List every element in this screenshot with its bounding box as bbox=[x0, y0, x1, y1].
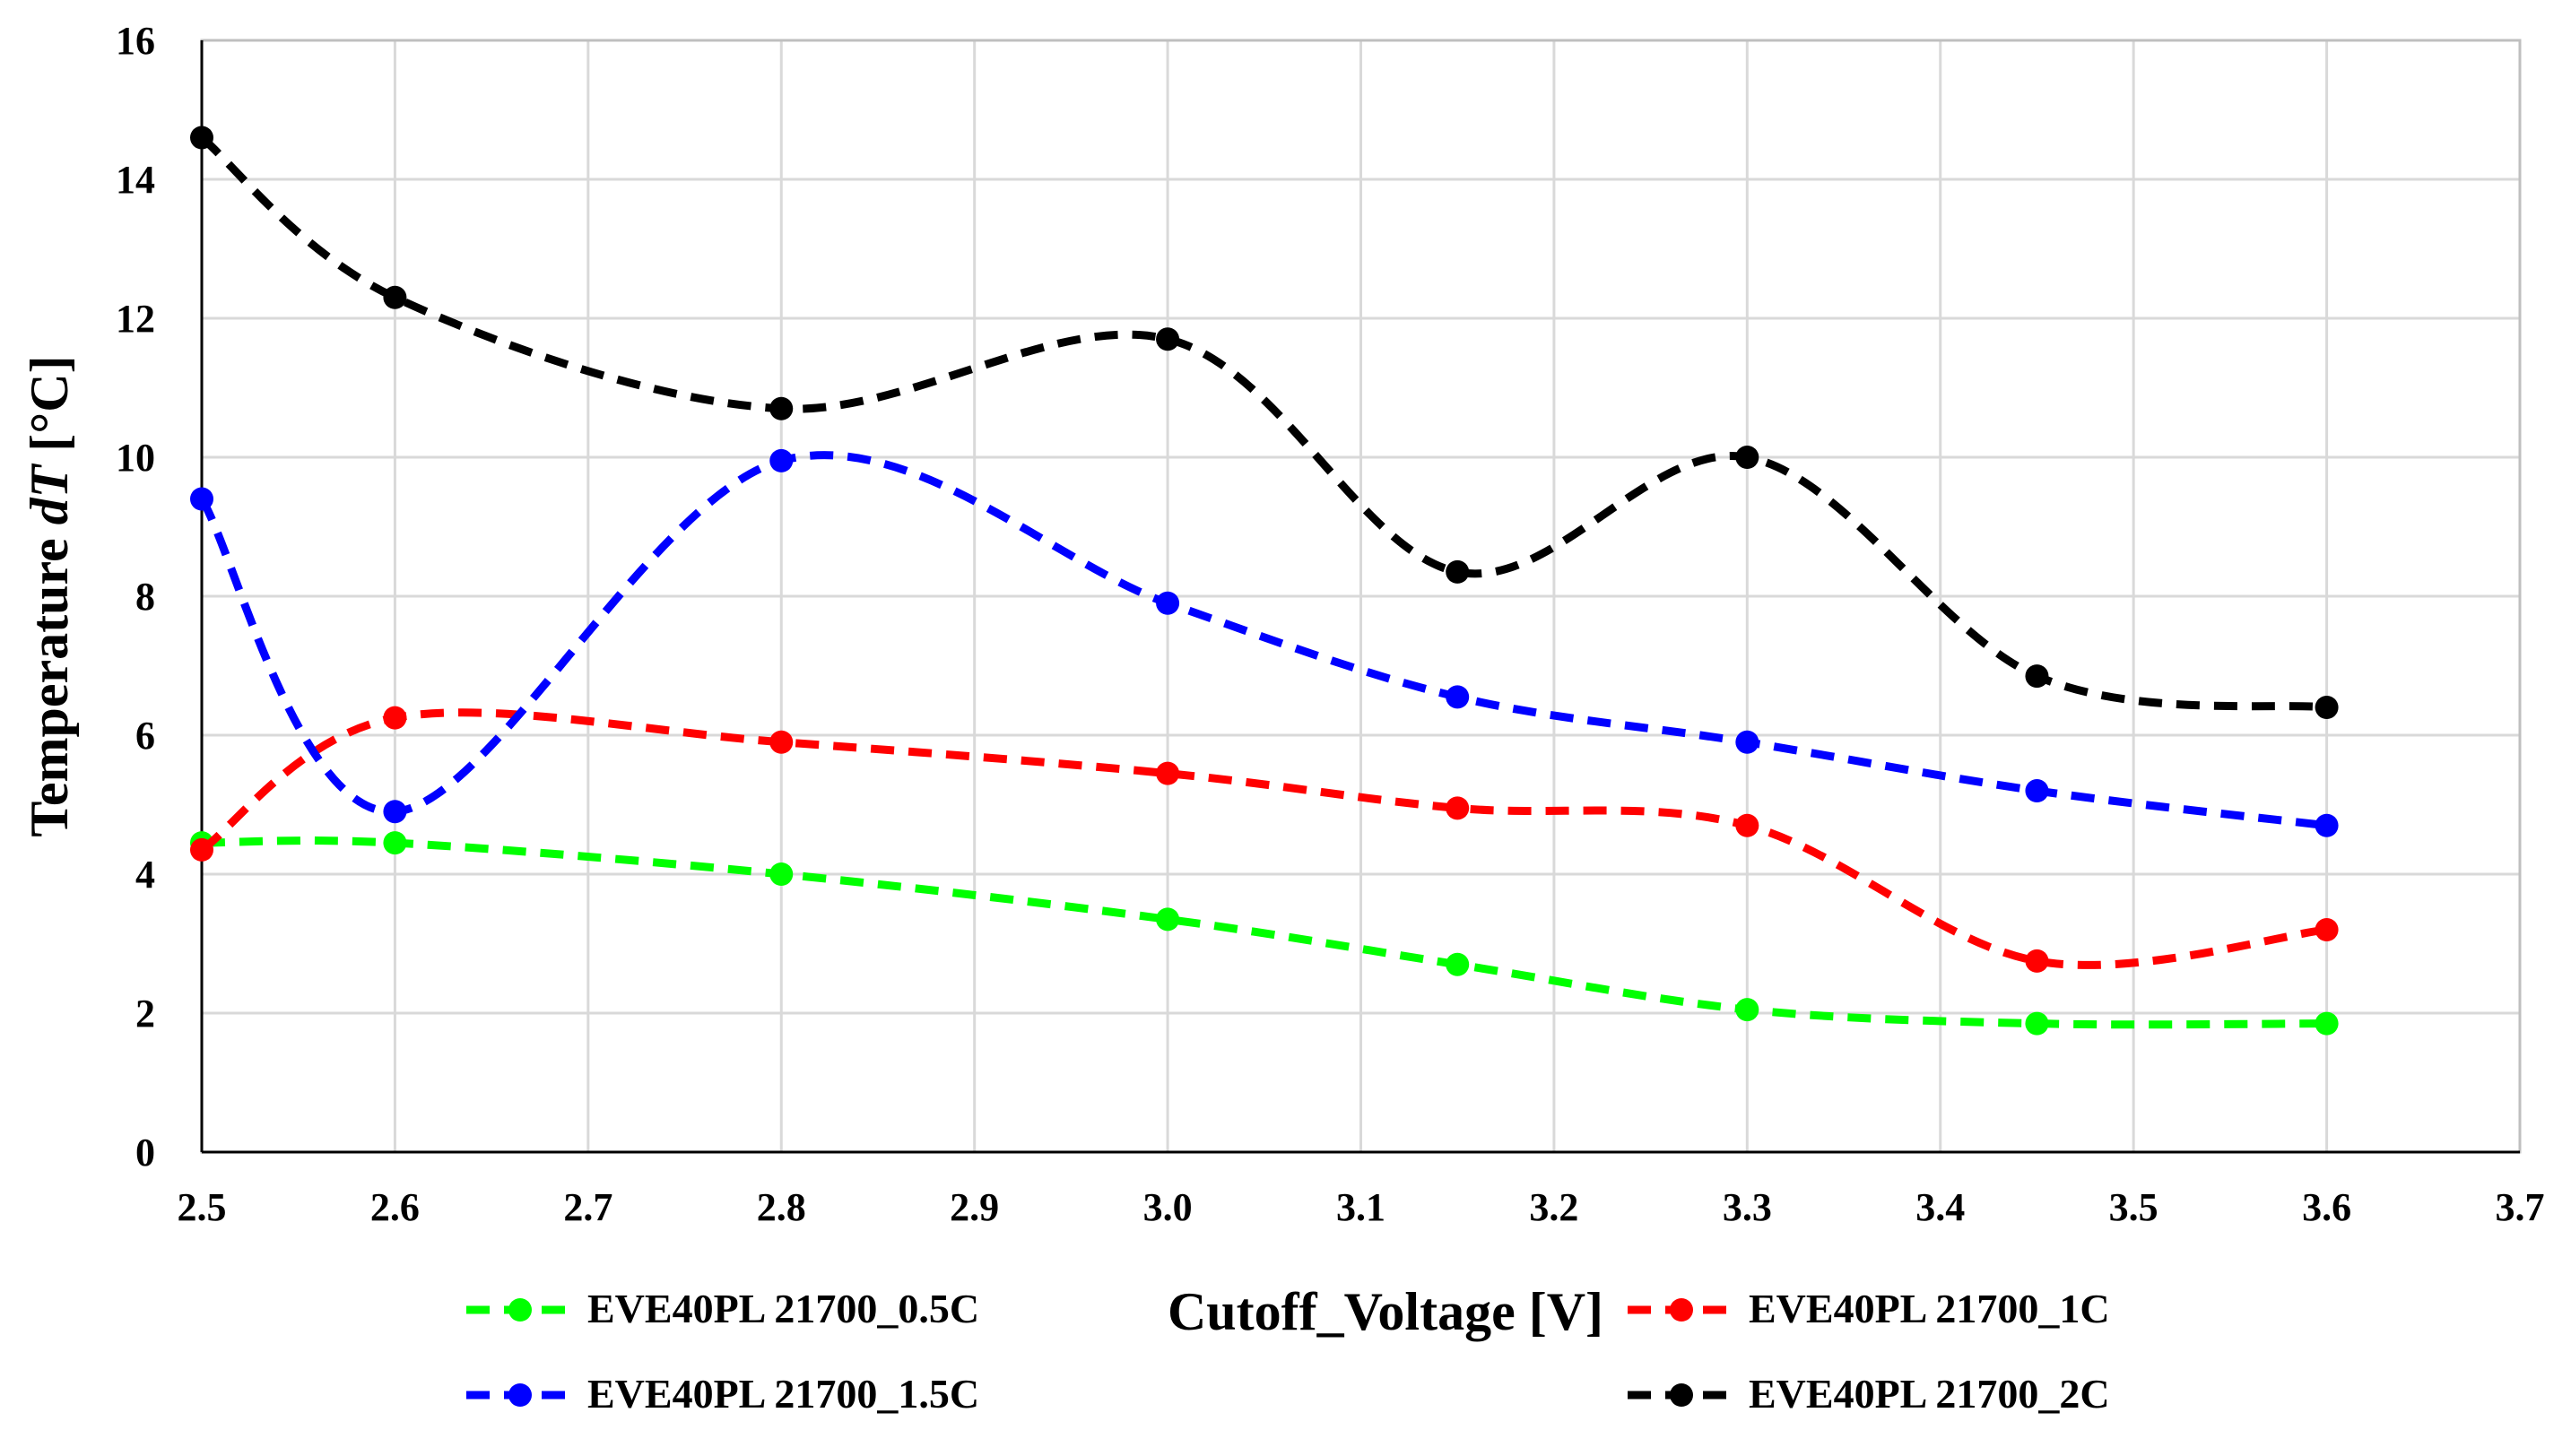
data-point bbox=[1735, 730, 1759, 754]
y-tick-labels: 0 2 4 6 8 10 12 14 16 bbox=[116, 19, 155, 1174]
series-layer bbox=[190, 126, 2339, 1036]
legend-label: EVE40PL 21700_1C bbox=[1749, 1286, 2110, 1331]
data-point bbox=[190, 837, 213, 862]
data-point bbox=[383, 285, 407, 309]
data-point bbox=[190, 126, 213, 150]
series-line bbox=[198, 451, 2328, 830]
legend-label: EVE40PL 21700_0.5C bbox=[587, 1286, 979, 1331]
y-tick-label: 0 bbox=[135, 1131, 155, 1174]
legend-label: EVE40PL 21700_2C bbox=[1749, 1371, 2110, 1417]
x-tick-label: 2.9 bbox=[950, 1185, 999, 1229]
data-point bbox=[769, 448, 794, 472]
data-point bbox=[1735, 446, 1759, 469]
data-point bbox=[2025, 664, 2049, 689]
legend-entry: EVE40PL 21700_2C bbox=[1628, 1371, 2110, 1417]
data-point bbox=[1446, 685, 1470, 709]
x-tick-label: 2.7 bbox=[563, 1185, 612, 1229]
legend-entry: EVE40PL 21700_0.5C bbox=[466, 1286, 979, 1331]
data-point bbox=[2025, 1011, 2049, 1036]
x-tick-labels: 2.5 2.6 2.7 2.8 2.9 3.0 3.1 3.2 3.3 3.4 3.5 3.6 3.7 bbox=[178, 1185, 2545, 1229]
x-tick-label: 3.4 bbox=[1915, 1185, 1965, 1229]
legend-label: EVE40PL 21700_1.5C bbox=[587, 1371, 979, 1417]
data-point bbox=[190, 487, 213, 511]
legend: EVE40PL 21700_0.5C EVE40PL 21700_1C EVE40P… bbox=[466, 1286, 2110, 1417]
legend-swatch-marker bbox=[1670, 1298, 1693, 1322]
y-axis-title: Temperature dT [°C] bbox=[20, 355, 79, 836]
y-tick-label: 4 bbox=[135, 853, 155, 897]
x-tick-label: 3.6 bbox=[2302, 1185, 2351, 1229]
x-tick-label: 3.7 bbox=[2496, 1185, 2545, 1229]
data-point bbox=[1735, 813, 1759, 837]
series-3 bbox=[190, 448, 2339, 837]
series-line bbox=[199, 708, 2328, 969]
y-axis-title-prefix: Temperature bbox=[20, 524, 79, 836]
x-tick-label: 3.2 bbox=[1529, 1185, 1578, 1229]
data-point bbox=[769, 396, 794, 420]
data-point bbox=[383, 800, 407, 824]
data-point bbox=[1735, 998, 1759, 1022]
data-point bbox=[383, 831, 407, 855]
y-tick-label: 6 bbox=[135, 714, 155, 758]
data-point bbox=[1156, 761, 1180, 785]
data-point bbox=[1156, 907, 1180, 932]
series-line bbox=[201, 836, 2327, 1029]
series-2 bbox=[190, 706, 2339, 973]
data-point bbox=[1156, 327, 1180, 351]
data-point bbox=[1446, 952, 1470, 976]
x-tick-label: 3.1 bbox=[1336, 1185, 1385, 1229]
data-point bbox=[1156, 591, 1180, 615]
y-tick-label: 14 bbox=[116, 158, 155, 202]
data-point bbox=[383, 706, 407, 730]
y-tick-label: 10 bbox=[116, 436, 155, 480]
legend-entry: EVE40PL 21700_1C bbox=[1628, 1286, 2110, 1331]
y-tick-label: 2 bbox=[135, 992, 155, 1036]
x-tick-label: 3.3 bbox=[1723, 1185, 1772, 1229]
series-line bbox=[199, 134, 2328, 712]
legend-swatch-marker bbox=[1670, 1383, 1693, 1407]
x-tick-label: 2.6 bbox=[370, 1185, 420, 1229]
legend-swatch-marker bbox=[508, 1383, 532, 1407]
y-tick-label: 16 bbox=[116, 19, 155, 63]
y-axis-title-variable: dT bbox=[20, 463, 79, 524]
data-point bbox=[1446, 559, 1470, 584]
x-tick-label: 3.0 bbox=[1143, 1185, 1193, 1229]
x-tick-label: 2.5 bbox=[178, 1185, 227, 1229]
data-point bbox=[2315, 1011, 2339, 1036]
data-point bbox=[2315, 696, 2339, 719]
x-tick-label: 3.5 bbox=[2109, 1185, 2158, 1229]
y-tick-label: 12 bbox=[116, 297, 155, 341]
data-point bbox=[2025, 949, 2049, 973]
series-4 bbox=[190, 126, 2339, 719]
data-point bbox=[769, 862, 794, 886]
data-point bbox=[769, 730, 794, 754]
y-axis-title-unit: [°C] bbox=[20, 355, 79, 464]
legend-entry: EVE40PL 21700_1.5C bbox=[466, 1371, 979, 1417]
y-tick-label: 8 bbox=[135, 575, 155, 619]
data-point bbox=[2025, 779, 2049, 802]
data-point bbox=[1446, 796, 1470, 820]
data-point bbox=[2315, 813, 2339, 837]
x-tick-label: 2.8 bbox=[757, 1185, 806, 1229]
x-axis-title: Cutoff_Voltage [V] bbox=[1168, 1282, 1603, 1341]
legend-swatch-marker bbox=[508, 1298, 532, 1322]
data-point bbox=[2315, 918, 2339, 941]
